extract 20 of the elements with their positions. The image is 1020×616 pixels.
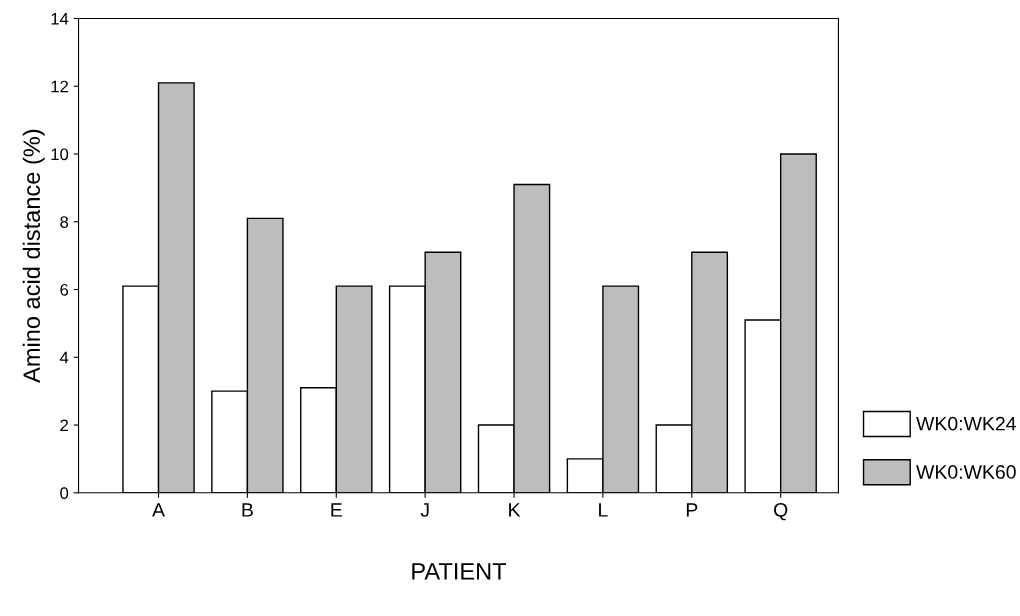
- x-tick-label: Q: [774, 503, 788, 521]
- y-tick-label: 4: [59, 351, 69, 364]
- y-tick-label: 2: [60, 419, 68, 432]
- y-tick-label: 14: [51, 13, 69, 25]
- y-tick-label: 12: [51, 80, 68, 93]
- x-axis-title: PATIENT: [412, 563, 507, 580]
- x-tick-label: A: [152, 503, 165, 517]
- y-axis-title: Amino acid distance (%): [22, 129, 45, 383]
- y-tick-label: 10: [51, 148, 69, 161]
- x-tick-label: K: [509, 503, 521, 517]
- x-tick-label: L: [599, 503, 608, 517]
- y-tick-label: 0: [60, 487, 69, 499]
- legend-label: WK0:WK60: [916, 465, 1016, 479]
- x-tick-label: E: [331, 503, 342, 517]
- y-tick-label: 6: [60, 283, 69, 296]
- y-tick-label: 8: [60, 216, 69, 228]
- x-tick-label: P: [686, 503, 698, 517]
- x-tick-label: B: [242, 503, 253, 517]
- x-tick-label: J: [420, 503, 429, 517]
- legend-label: WK0:WK24: [916, 416, 1016, 431]
